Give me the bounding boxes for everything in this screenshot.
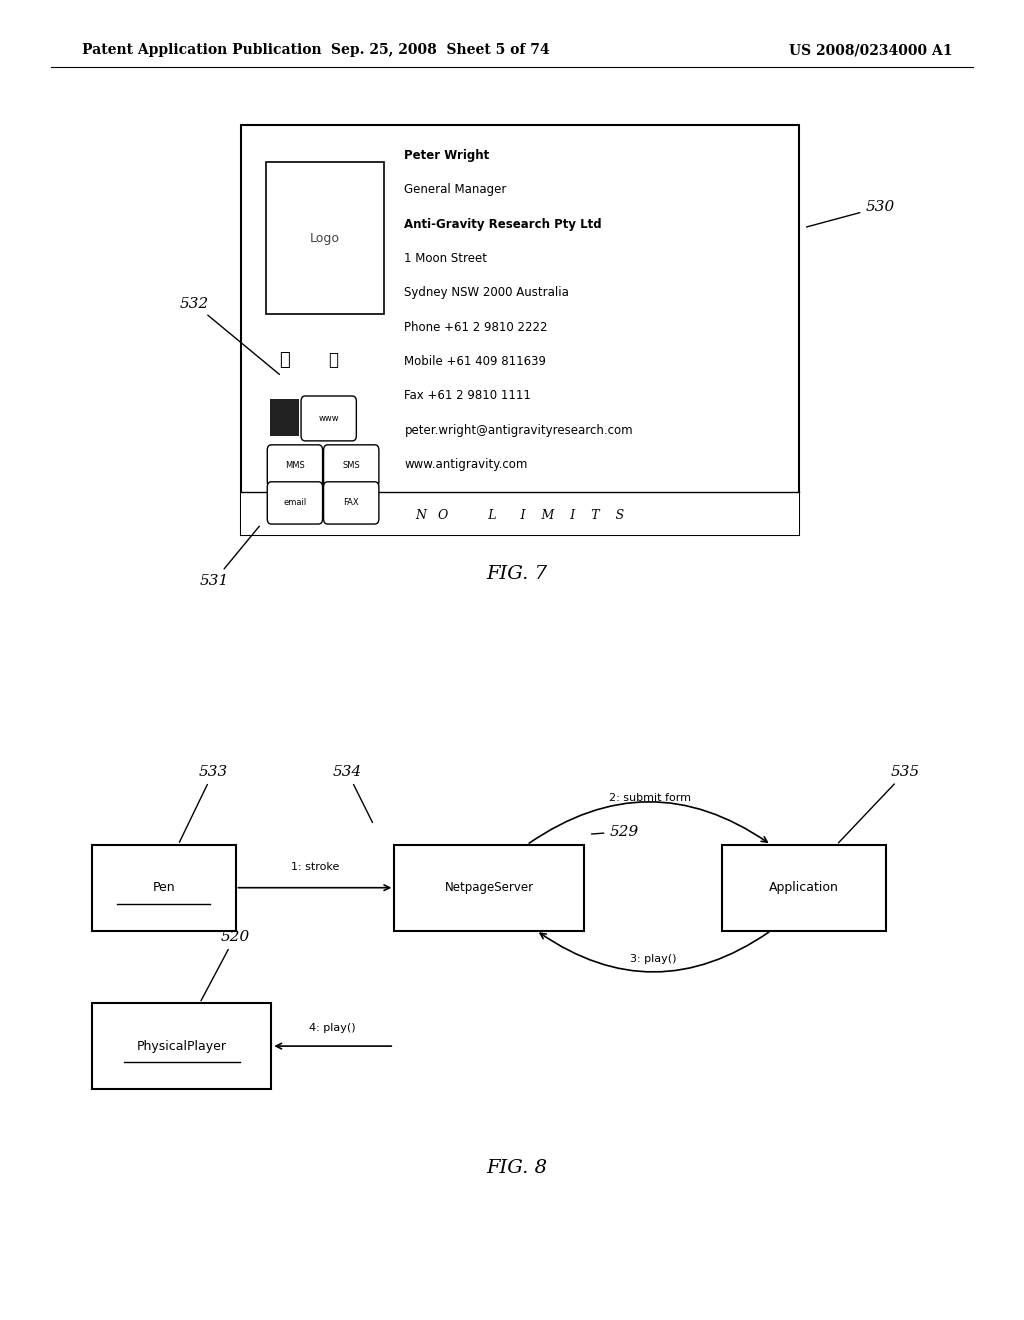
FancyBboxPatch shape: [324, 482, 379, 524]
Text: NetpageServer: NetpageServer: [444, 882, 534, 894]
Text: US 2008/0234000 A1: US 2008/0234000 A1: [788, 44, 952, 57]
Text: 534: 534: [333, 766, 373, 822]
Text: FIG. 7: FIG. 7: [486, 565, 548, 583]
Text: 📎: 📎: [328, 351, 338, 370]
Text: email: email: [284, 499, 306, 507]
Text: 535: 535: [839, 766, 921, 842]
FancyBboxPatch shape: [324, 445, 379, 487]
Text: 531: 531: [200, 527, 259, 587]
Text: Anti-Gravity Research Pty Ltd: Anti-Gravity Research Pty Ltd: [404, 218, 602, 231]
Text: Pen: Pen: [153, 882, 175, 894]
FancyBboxPatch shape: [722, 845, 886, 931]
Text: SMS: SMS: [342, 462, 360, 470]
FancyBboxPatch shape: [394, 845, 584, 931]
Text: www.antigravity.com: www.antigravity.com: [404, 458, 527, 471]
Text: 529: 529: [592, 825, 639, 838]
Text: 520: 520: [201, 931, 250, 1001]
Text: PhysicalPlayer: PhysicalPlayer: [137, 1040, 226, 1052]
Text: MMS: MMS: [285, 462, 305, 470]
Text: Patent Application Publication: Patent Application Publication: [82, 44, 322, 57]
FancyBboxPatch shape: [301, 396, 356, 441]
Text: FIG. 8: FIG. 8: [486, 1159, 548, 1177]
Text: FAX: FAX: [343, 499, 359, 507]
Text: 📱: 📱: [280, 351, 290, 370]
Text: 1 Moon Street: 1 Moon Street: [404, 252, 487, 265]
Text: 530: 530: [807, 201, 895, 227]
Text: 4: play(): 4: play(): [309, 1023, 356, 1032]
Text: N   O          L      I    M    I    T    S: N O L I M I T S: [415, 510, 625, 523]
Text: 2: submit form: 2: submit form: [609, 792, 691, 803]
Text: 532: 532: [179, 297, 280, 375]
FancyBboxPatch shape: [92, 845, 236, 931]
Text: Sep. 25, 2008  Sheet 5 of 74: Sep. 25, 2008 Sheet 5 of 74: [331, 44, 550, 57]
Text: peter.wright@antigravityresearch.com: peter.wright@antigravityresearch.com: [404, 424, 633, 437]
FancyBboxPatch shape: [266, 162, 384, 314]
FancyBboxPatch shape: [267, 445, 323, 487]
FancyBboxPatch shape: [270, 399, 299, 436]
FancyBboxPatch shape: [267, 482, 323, 524]
Text: Fax +61 2 9810 1111: Fax +61 2 9810 1111: [404, 389, 531, 403]
Text: Mobile +61 409 811639: Mobile +61 409 811639: [404, 355, 547, 368]
Text: Peter Wright: Peter Wright: [404, 149, 489, 162]
Text: Phone +61 2 9810 2222: Phone +61 2 9810 2222: [404, 321, 548, 334]
Text: Application: Application: [769, 882, 839, 894]
FancyBboxPatch shape: [241, 492, 799, 535]
Text: General Manager: General Manager: [404, 183, 507, 197]
FancyBboxPatch shape: [241, 125, 799, 535]
Text: Logo: Logo: [310, 232, 340, 244]
Text: www: www: [318, 414, 339, 422]
Text: 3: play(): 3: play(): [630, 954, 676, 965]
FancyBboxPatch shape: [92, 1003, 271, 1089]
Text: 1: stroke: 1: stroke: [291, 862, 339, 871]
Text: 533: 533: [179, 766, 228, 842]
Text: Sydney NSW 2000 Australia: Sydney NSW 2000 Australia: [404, 286, 569, 300]
